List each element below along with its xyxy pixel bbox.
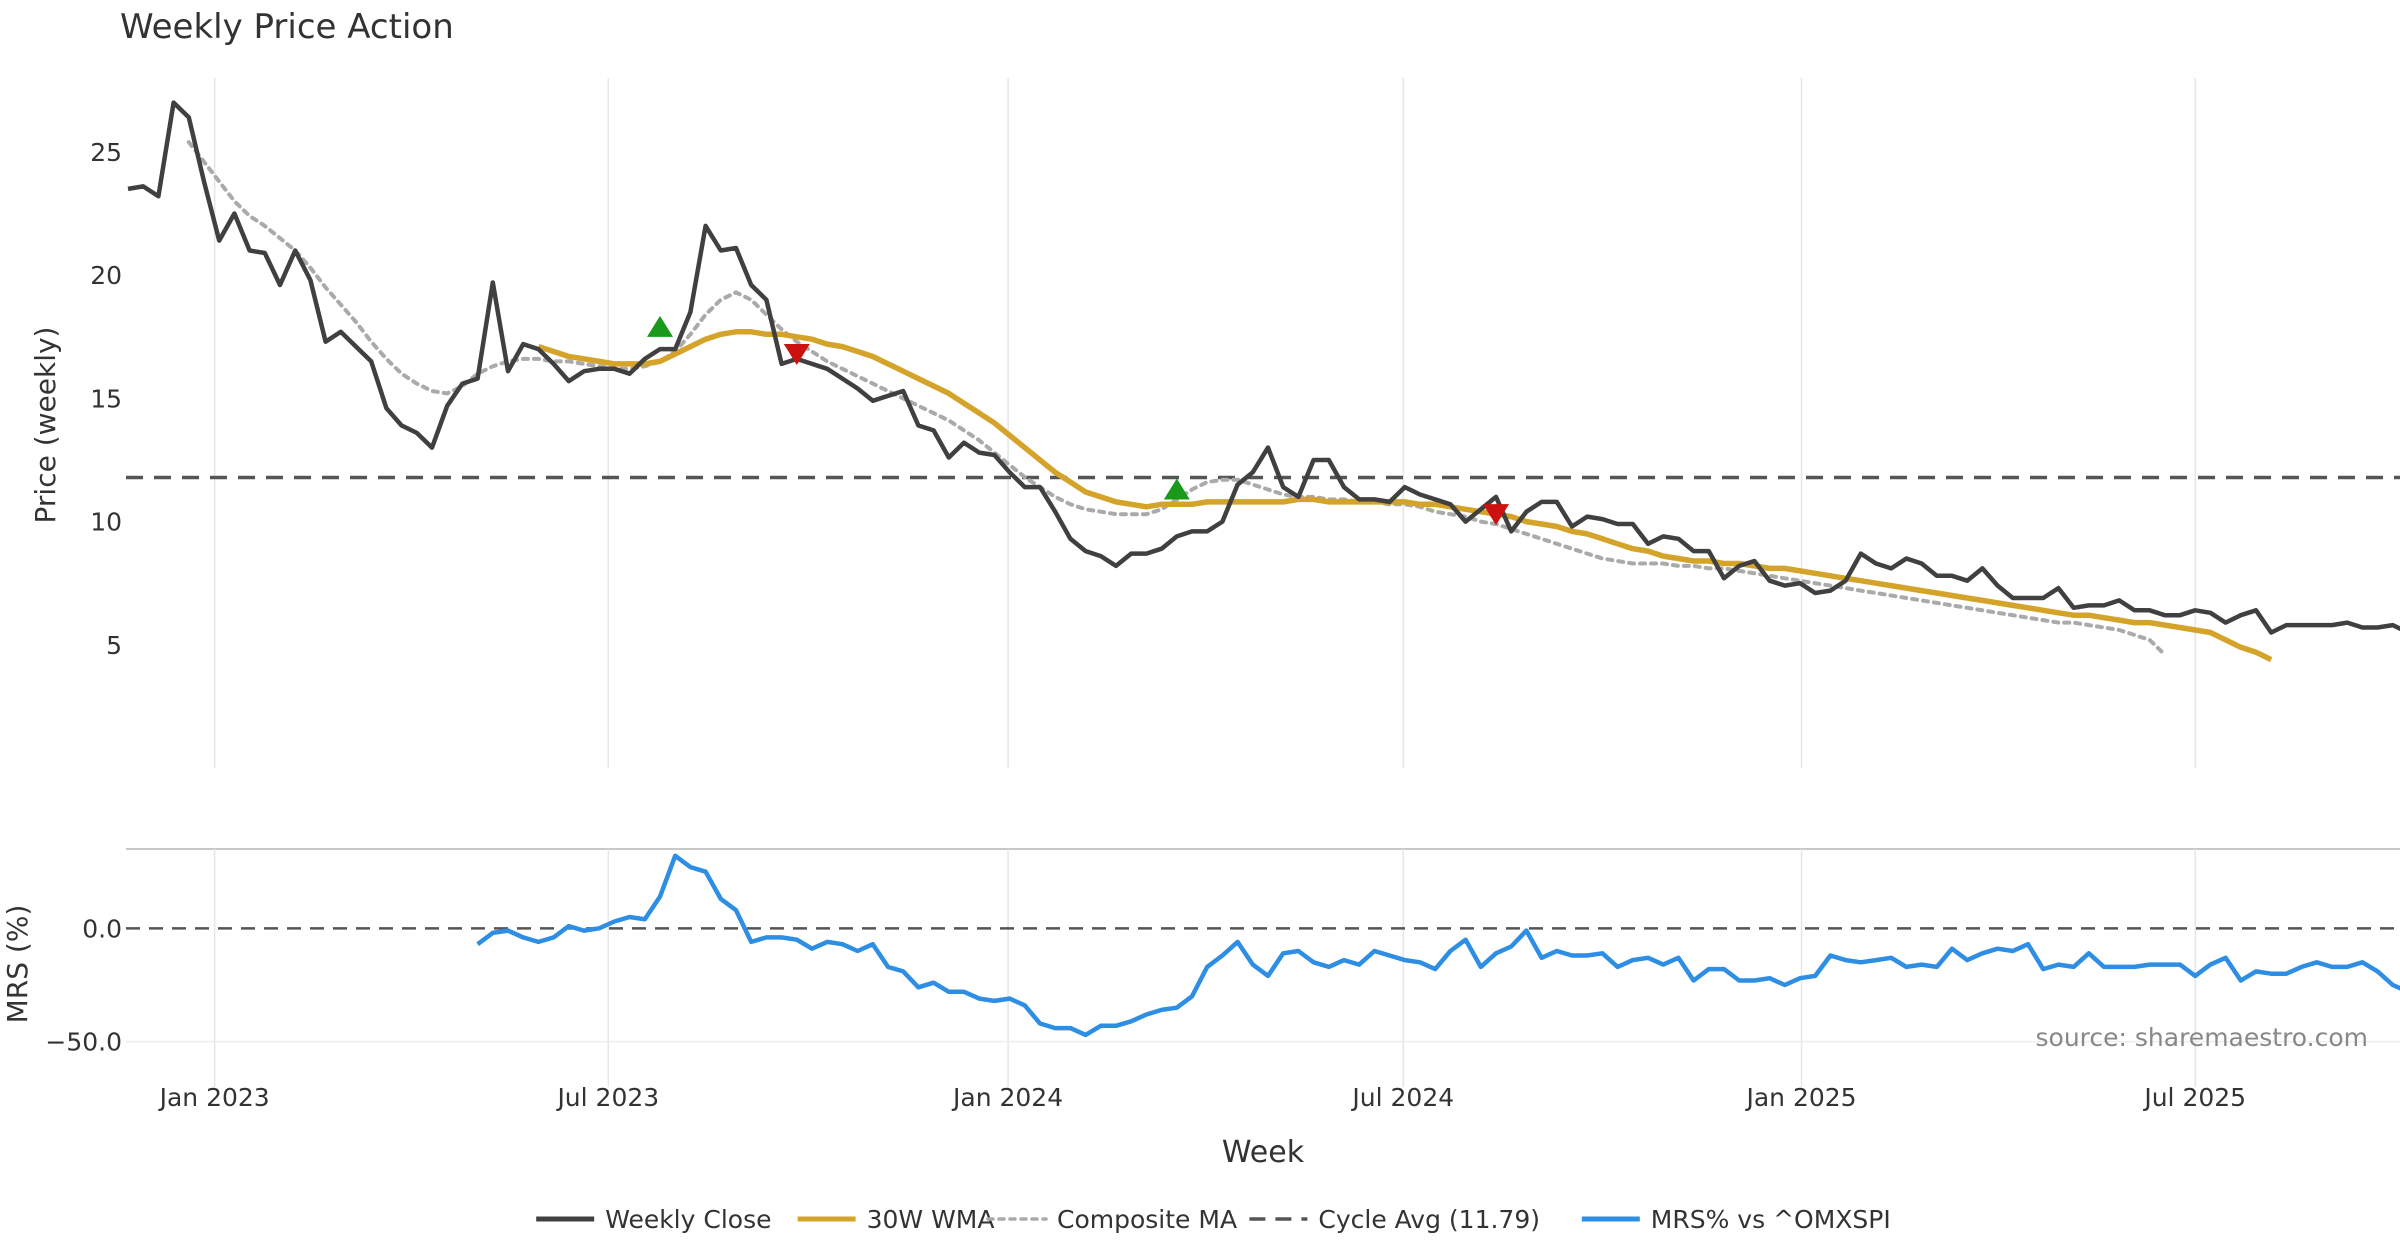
- legend: Weekly Close 30W WMA Composite MA Cycle Avg…: [536, 1205, 1891, 1234]
- wma-30w-line: [537, 329, 2273, 663]
- legend-item: Composite MA: [986, 1205, 1237, 1234]
- mrs-line: [476, 853, 2400, 1038]
- chart-title: Weekly Price Action: [120, 7, 454, 47]
- price-y-tick-label: 25: [90, 138, 122, 167]
- legend-item: MRS% vs ^OMXSPI: [1581, 1205, 1891, 1234]
- weekly-close-line: [127, 100, 2400, 635]
- x-axis-label: Week: [1222, 1135, 1305, 1170]
- x-tick-label: Jan 2023: [158, 1083, 270, 1112]
- mrs-y-axis-label: MRS (%): [1, 905, 34, 1024]
- buy-signal-marker: [1163, 478, 1190, 500]
- mrs-panel: 0.0 −50.0 MRS (%) source: sharemaestro.co…: [1, 848, 2400, 1087]
- legend-label: MRS% vs ^OMXSPI: [1651, 1205, 1891, 1234]
- mrs-y-tick-label: 0.0: [82, 914, 122, 943]
- source-attribution: source: sharemaestro.com: [2036, 1023, 2369, 1052]
- legend-item: Weekly Close: [536, 1205, 771, 1234]
- mrs-y-tick-label: −50.0: [45, 1028, 122, 1057]
- price-y-tick-label: 5: [106, 631, 122, 660]
- price-panel: 5 10 15 20 25 Price (weekly): [29, 78, 2400, 768]
- sell-signal-marker: [1483, 504, 1509, 526]
- mrs-y-axis-ticks: 0.0 −50.0: [45, 914, 122, 1056]
- x-tick-label: Jul 2024: [1350, 1083, 1454, 1112]
- price-y-tick-label: 15: [90, 384, 122, 413]
- x-tick-label: Jul 2023: [555, 1083, 659, 1112]
- legend-label: Weekly Close: [605, 1205, 771, 1234]
- buy-signal-marker: [647, 315, 673, 337]
- legend-label: 30W WMA: [867, 1205, 995, 1234]
- price-y-axis-ticks: 5 10 15 20 25: [90, 138, 122, 660]
- x-axis-ticks: Jan 2023 Jul 2023 Jan 2024 Jul 2024 Jan 2025…: [158, 1083, 2246, 1112]
- price-y-axis-label: Price (weekly): [29, 327, 62, 524]
- price-y-tick-label: 20: [90, 261, 122, 290]
- signal-markers: [647, 315, 1509, 526]
- mrs-vertical-gridlines: [126, 849, 2400, 1087]
- price-y-tick-label: 10: [90, 508, 122, 537]
- legend-item: 30W WMA: [797, 1205, 995, 1234]
- x-tick-label: Jul 2025: [2142, 1083, 2246, 1112]
- sell-signal-marker: [783, 344, 810, 365]
- legend-label: Composite MA: [1057, 1205, 1237, 1234]
- legend-label: Cycle Avg (11.79): [1318, 1205, 1540, 1234]
- x-tick-label: Jan 2025: [1744, 1083, 1856, 1112]
- legend-item: Cycle Avg (11.79): [1249, 1205, 1540, 1234]
- x-tick-label: Jan 2024: [951, 1083, 1063, 1112]
- price-vertical-gridlines: [213, 78, 2196, 768]
